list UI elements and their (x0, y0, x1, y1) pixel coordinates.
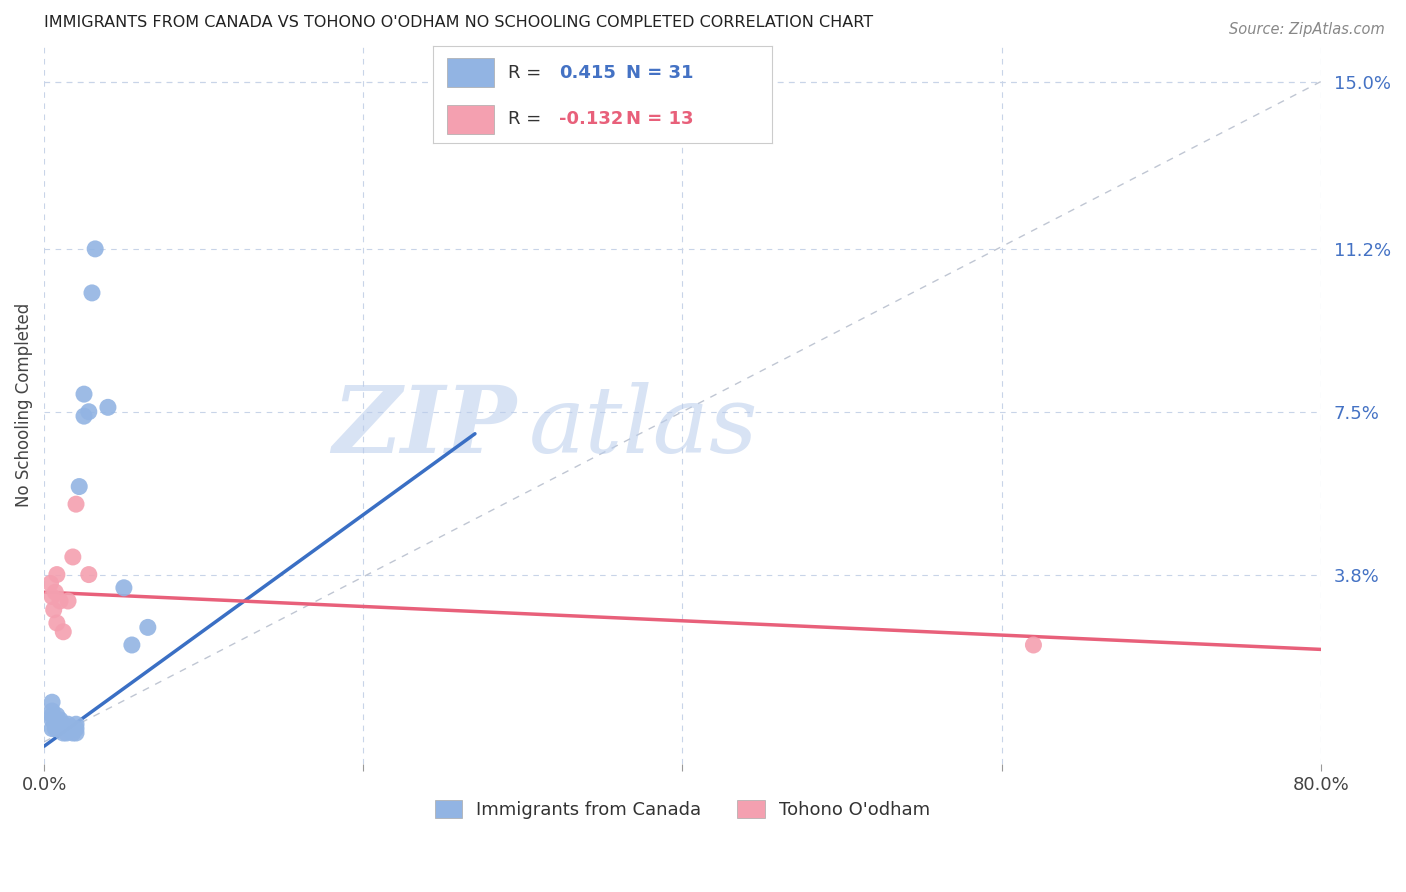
Point (41, 708, 63, 723)
Point (84, 242, 107, 256)
Point (77, 405, 100, 419)
Point (41, 590, 63, 604)
Point (49, 717, 72, 731)
Point (44, 717, 66, 731)
Point (41, 722, 63, 736)
Point (44, 722, 66, 736)
Point (97, 401, 120, 415)
Point (49, 713, 72, 727)
Text: IMMIGRANTS FROM CANADA VS TOHONO O'ODHAM NO SCHOOLING COMPLETED CORRELATION CHAR: IMMIGRANTS FROM CANADA VS TOHONO O'ODHAM… (44, 15, 873, 30)
Point (73, 387, 96, 401)
Point (65, 726, 87, 740)
Text: ZIP: ZIP (332, 382, 516, 472)
Point (41, 695, 63, 709)
Point (52, 726, 75, 740)
Point (65, 717, 87, 731)
Point (1022, 638, 1045, 652)
Legend: Immigrants from Canada, Tohono O'odham: Immigrants from Canada, Tohono O'odham (427, 793, 938, 827)
Text: atlas: atlas (529, 382, 759, 472)
Point (77, 567, 100, 582)
Point (56, 717, 79, 731)
Point (52, 717, 75, 731)
Point (62, 722, 84, 736)
Point (73, 409, 96, 424)
Point (56, 594, 79, 608)
Point (136, 620, 159, 634)
Point (56, 722, 79, 736)
Point (65, 722, 87, 736)
Point (45, 567, 67, 582)
Point (41, 704, 63, 718)
Point (41, 713, 63, 727)
Point (121, 638, 143, 652)
Point (55, 726, 77, 740)
Point (52, 624, 75, 639)
Point (44, 585, 66, 599)
Point (42, 603, 65, 617)
Point (65, 497, 87, 511)
Point (67, 479, 90, 493)
Point (80, 285, 103, 300)
Point (62, 726, 84, 740)
Text: Source: ZipAtlas.com: Source: ZipAtlas.com (1229, 22, 1385, 37)
Point (39, 576, 62, 591)
Point (45, 722, 67, 736)
Point (112, 581, 135, 595)
Point (45, 615, 67, 630)
Point (45, 708, 67, 723)
Y-axis label: No Schooling Completed: No Schooling Completed (15, 303, 32, 508)
Point (49, 594, 72, 608)
Point (62, 549, 84, 564)
